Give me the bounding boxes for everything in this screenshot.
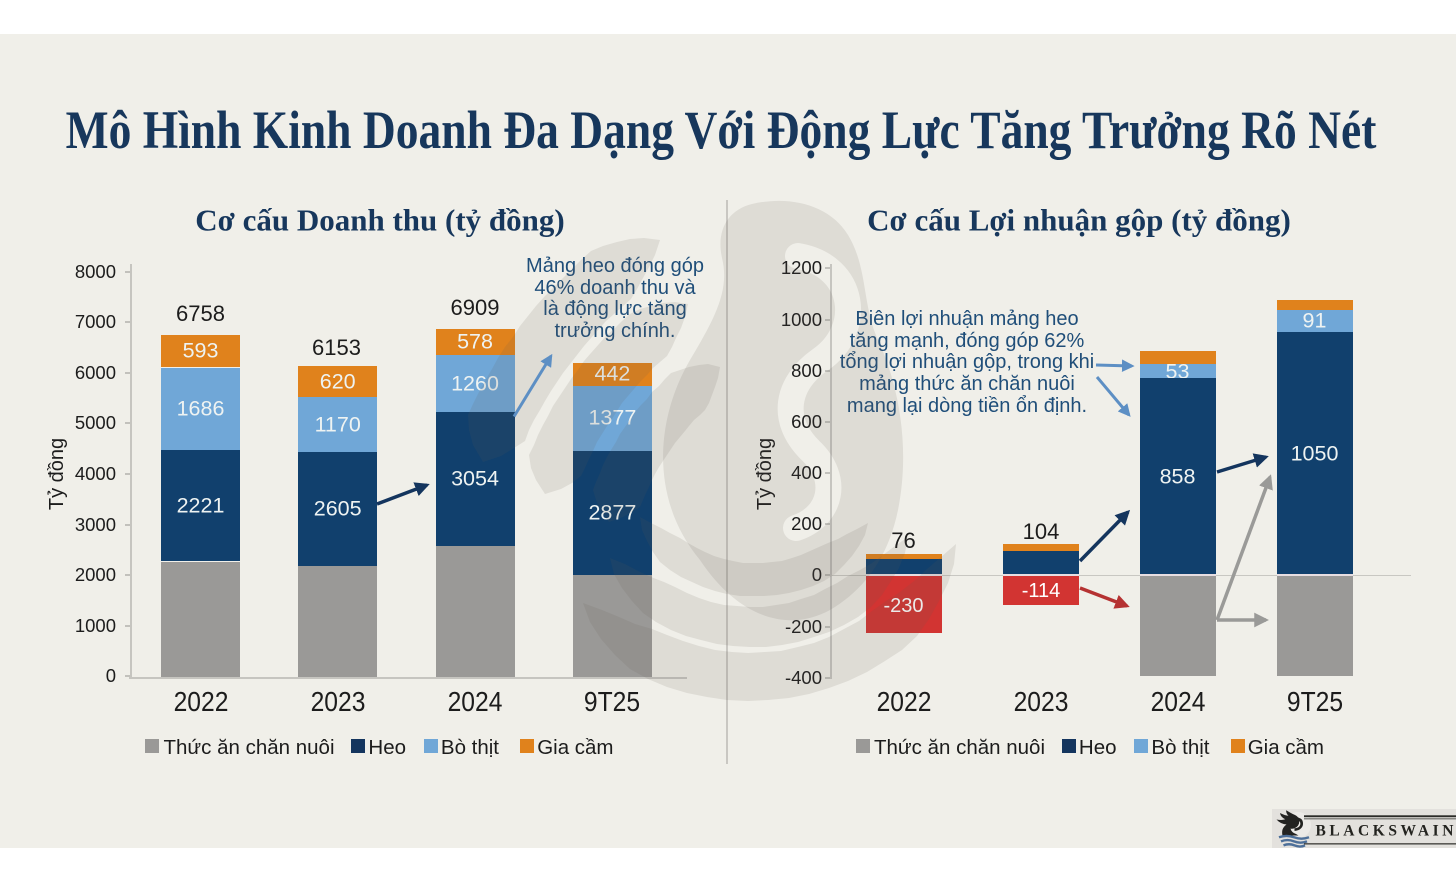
- svg-text:BLACKSWAIN: BLACKSWAIN: [1316, 822, 1456, 839]
